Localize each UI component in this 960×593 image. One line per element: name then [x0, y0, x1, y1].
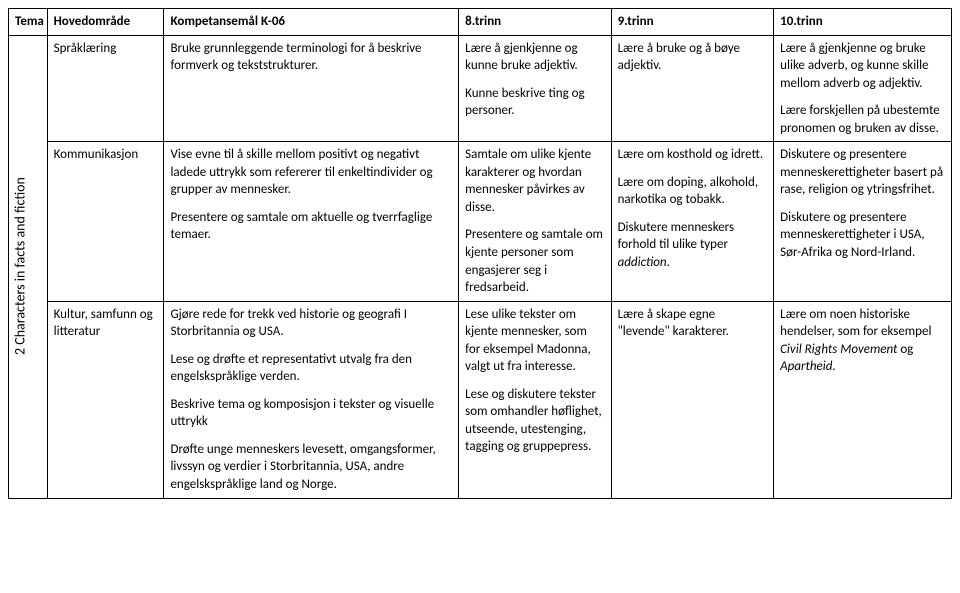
cell-kompetansemal: Gjøre rede for trekk ved historie og geo… [164, 301, 459, 498]
cell-hovedomrade: Språklæring [47, 35, 164, 142]
cell-9trinn: Lære å bruke og å bøye adjektiv. [611, 35, 774, 142]
cell-10trinn: Diskutere og presentere menneskerettighe… [774, 142, 952, 301]
cell-9trinn: Lære om kosthold og idrett.Lære om dopin… [611, 142, 774, 301]
cell-10trinn: Lære om noen historiske hendelser, som f… [774, 301, 952, 498]
cell-hovedomrade: Kultur, samfunn og litteratur [47, 301, 164, 498]
header-row: Tema Hovedområde Kompetansemål K-06 8.tr… [9, 9, 952, 36]
cell-kompetansemal: Vise evne til å skille mellom positivt o… [164, 142, 459, 301]
table-body: 2 Characters in facts and fictionSpråklæ… [9, 35, 952, 498]
cell-kompetansemal: Bruke grunnleggende terminologi for å be… [164, 35, 459, 142]
table-row: Kultur, samfunn og litteraturGjøre rede … [9, 301, 952, 498]
cell-8trinn: Samtale om ulike kjente karakterer og hv… [459, 142, 611, 301]
cell-9trinn: Lære å skape egne "levende" karakterer. [611, 301, 774, 498]
header-9trinn: 9.trinn [611, 9, 774, 36]
header-8trinn: 8.trinn [459, 9, 611, 36]
theme-label: 2 Characters in facts and fiction [9, 35, 48, 498]
header-10trinn: 10.trinn [774, 9, 952, 36]
header-hovedomrade: Hovedområde [47, 9, 164, 36]
header-kompetansemal: Kompetansemål K-06 [164, 9, 459, 36]
table-row: KommunikasjonVise evne til å skille mell… [9, 142, 952, 301]
cell-hovedomrade: Kommunikasjon [47, 142, 164, 301]
cell-8trinn: Lære å gjenkjenne og kunne bruke adjekti… [459, 35, 611, 142]
table-row: 2 Characters in facts and fictionSpråklæ… [9, 35, 952, 142]
header-tema: Tema [9, 9, 48, 36]
curriculum-table: Tema Hovedområde Kompetansemål K-06 8.tr… [8, 8, 952, 499]
cell-8trinn: Lese ulike tekster om kjente mennesker, … [459, 301, 611, 498]
cell-10trinn: Lære å gjenkjenne og bruke ulike adverb,… [774, 35, 952, 142]
